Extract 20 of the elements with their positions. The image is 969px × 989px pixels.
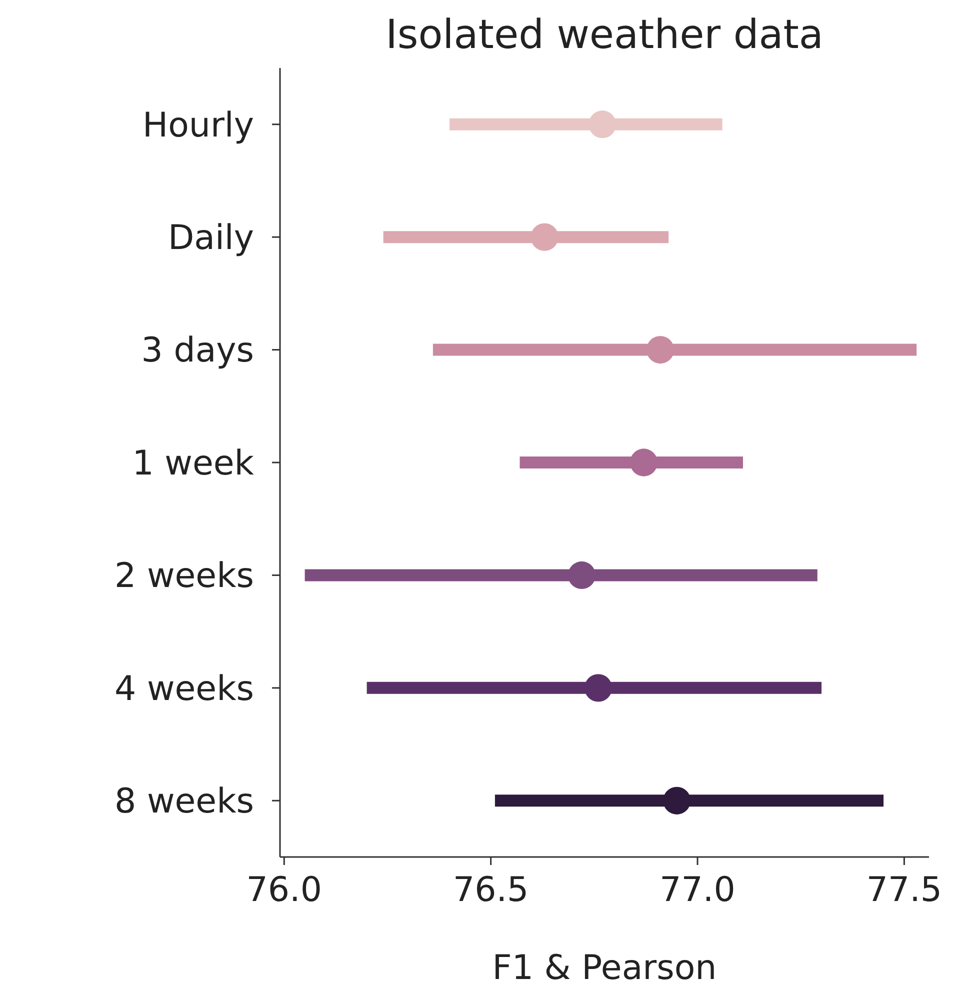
x-tick-label: 76.0 — [246, 870, 322, 910]
x-tick-label: 77.0 — [660, 870, 736, 910]
x-tick-label: 77.5 — [866, 870, 942, 910]
y-tick-label: 2 weeks — [114, 556, 254, 596]
point — [630, 448, 658, 476]
y-tick-label: 3 days — [141, 330, 254, 371]
y-tick-label: 4 weeks — [114, 668, 254, 709]
y-tick-label: 1 week — [132, 443, 254, 484]
point — [584, 674, 612, 702]
x-axis-title: F1 & Pearson — [492, 948, 717, 988]
x-tick-label: 76.5 — [452, 870, 529, 910]
y-tick-label: Hourly — [142, 105, 254, 146]
chart-title: Isolated weather data — [386, 12, 824, 58]
point — [663, 786, 691, 814]
y-tick-label: 8 weeks — [114, 782, 254, 822]
point — [646, 336, 674, 364]
point — [588, 110, 616, 138]
point — [568, 561, 596, 590]
y-tick-label: Daily — [168, 218, 254, 258]
point — [530, 223, 558, 251]
